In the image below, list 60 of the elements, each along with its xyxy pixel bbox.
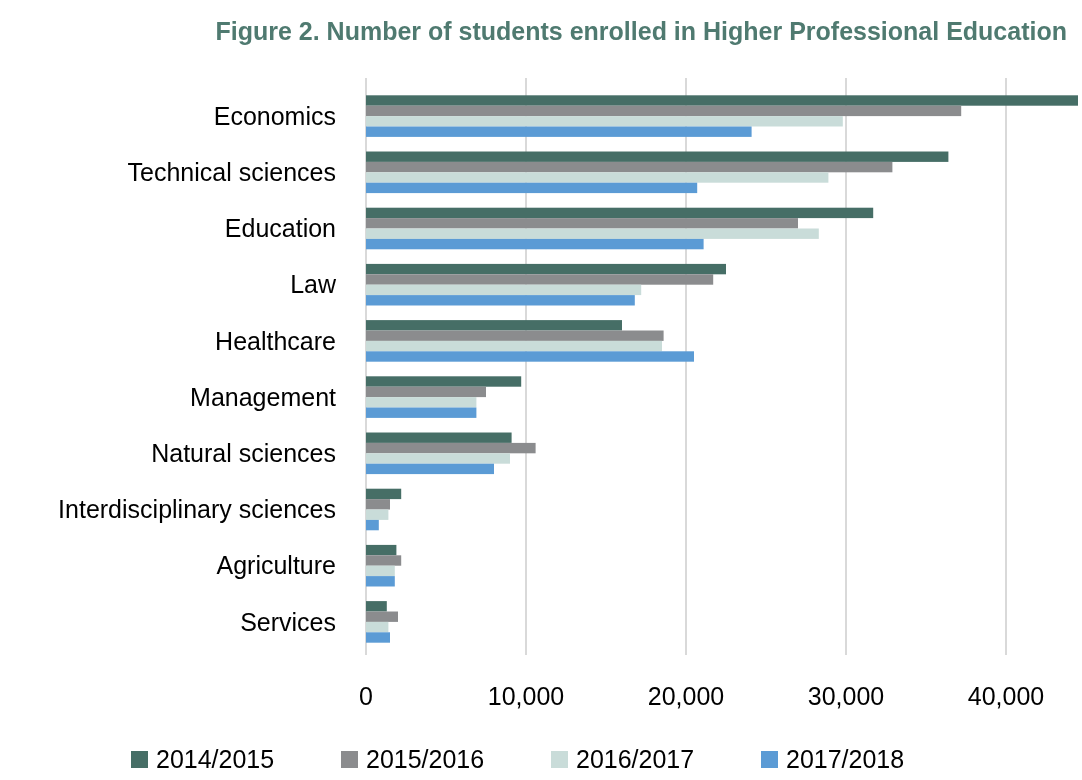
bar <box>366 576 395 587</box>
bar <box>366 105 962 117</box>
bar <box>366 376 522 387</box>
y-tick-label: Management <box>190 382 337 411</box>
legend-label: 2015/2016 <box>366 745 485 773</box>
bar <box>366 397 477 408</box>
bar <box>366 565 395 577</box>
chart-title: Figure 2. Number of students enrolled in Higher Professional Education <box>215 17 1067 45</box>
bar <box>366 544 397 556</box>
bar <box>366 621 389 633</box>
bar <box>366 320 622 331</box>
bar <box>366 340 662 352</box>
bar <box>366 488 402 500</box>
bar <box>366 509 389 520</box>
bar <box>366 432 512 443</box>
y-tick-label: Healthcare <box>215 326 336 355</box>
bar <box>366 218 798 229</box>
bar <box>366 351 694 362</box>
bar <box>366 284 642 296</box>
bar <box>366 161 893 173</box>
x-tick-label: 0 <box>359 682 373 710</box>
y-tick-label: Education <box>224 214 336 243</box>
bar <box>366 207 874 219</box>
bar <box>366 172 829 183</box>
bar <box>366 295 635 306</box>
y-tick-label: Agriculture <box>216 551 336 580</box>
y-tick-label: Natural sciences <box>151 439 336 468</box>
legend-label: 2017/2018 <box>786 745 905 773</box>
bar <box>366 519 379 531</box>
bar <box>366 263 726 275</box>
y-tick-label: Economics <box>213 101 336 130</box>
legend-label: 2016/2017 <box>576 745 695 773</box>
x-tick-label: 40,000 <box>967 682 1045 710</box>
bar <box>366 330 664 341</box>
y-tick-label: Law <box>290 270 337 299</box>
bar <box>366 555 402 566</box>
bar <box>366 182 698 194</box>
bar <box>366 116 843 127</box>
bar <box>366 442 536 454</box>
bar <box>366 228 819 239</box>
x-tick-label: 30,000 <box>807 682 885 710</box>
bar <box>366 274 714 285</box>
y-tick-label: Services <box>240 607 336 636</box>
bar <box>366 126 752 137</box>
legend-label: 2014/2015 <box>156 745 275 773</box>
bar <box>366 238 704 250</box>
bar <box>366 463 494 475</box>
bar <box>366 151 949 162</box>
x-tick-label: 20,000 <box>647 682 725 710</box>
bar <box>366 611 398 622</box>
bar <box>366 95 1078 106</box>
y-tick-label: Technical sciences <box>127 158 336 187</box>
bar <box>366 601 387 612</box>
bar <box>366 407 477 418</box>
y-tick-label: Interdisciplinary sciences <box>58 495 336 524</box>
x-tick-label: 10,000 <box>487 682 565 710</box>
bar <box>366 632 390 643</box>
bar <box>366 499 390 510</box>
bar <box>366 453 510 464</box>
bar <box>366 386 486 398</box>
